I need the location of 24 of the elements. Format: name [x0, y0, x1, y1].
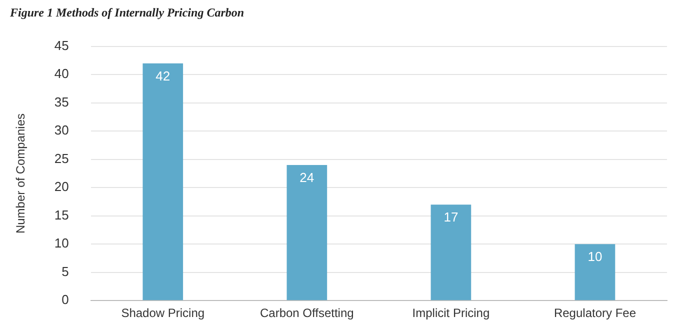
x-tick-label: Carbon Offsetting: [260, 306, 354, 320]
y-tick-label: 25: [54, 150, 69, 166]
y-tick-label: 40: [54, 66, 69, 82]
bar: [286, 165, 328, 300]
chart-title: Figure 1 Methods of Internally Pricing Carbon: [9, 5, 244, 20]
data-label: 42: [156, 68, 170, 84]
y-tick-label: 15: [54, 207, 69, 222]
y-tick-label: 30: [54, 122, 69, 138]
bar: [574, 244, 616, 300]
bar: [430, 204, 472, 300]
y-tick-label: 35: [54, 94, 69, 110]
y-tick-label: 10: [54, 236, 69, 251]
x-tick-label: Implicit Pricing: [412, 306, 490, 320]
y-tick-label: 20: [54, 179, 69, 194]
y-tick-label: 5: [62, 264, 69, 279]
y-tick-label: 0: [62, 292, 69, 308]
y-axis-title: Number of Companies: [14, 113, 28, 234]
data-label: 17: [444, 210, 458, 225]
data-label: 24: [300, 170, 314, 186]
x-tick-label: Shadow Pricing: [121, 306, 205, 320]
y-tick-label: 45: [54, 38, 69, 53]
bar: [142, 63, 184, 300]
x-tick-label: Regulatory Fee: [554, 306, 636, 320]
data-label: 10: [588, 249, 602, 264]
